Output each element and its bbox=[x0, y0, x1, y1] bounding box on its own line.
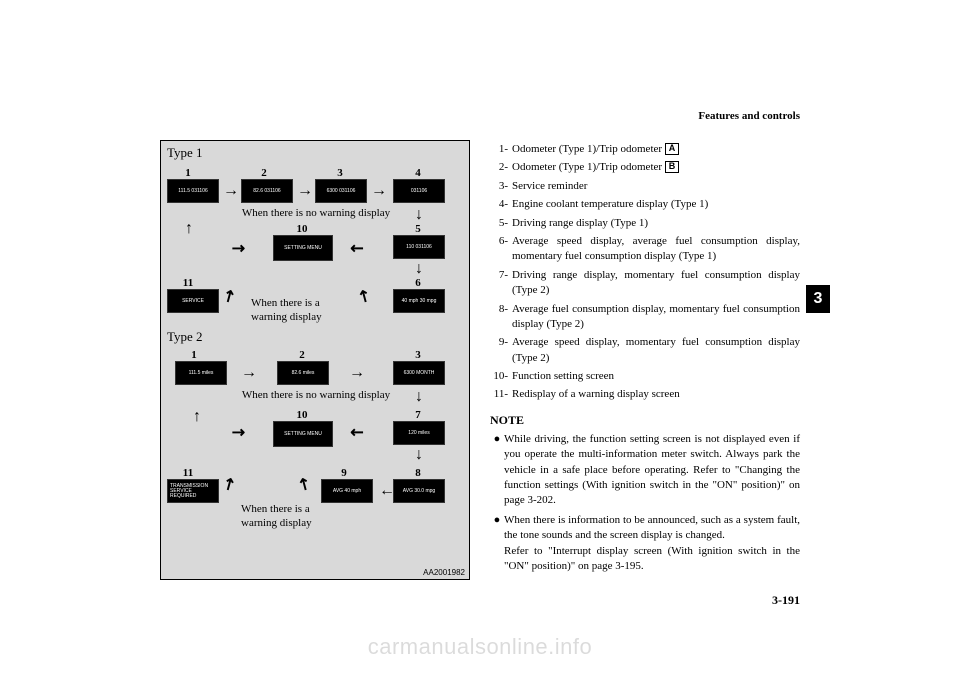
boxed-a-icon: A bbox=[665, 143, 680, 155]
diagram-code: AA2001982 bbox=[423, 568, 465, 577]
arrow-right-icon: → bbox=[241, 365, 257, 381]
caption-warning-t2-b: warning display bbox=[241, 517, 351, 529]
caption-no-warning-t2: When there is no warning display bbox=[231, 389, 401, 401]
note-item: ● When there is information to be announ… bbox=[490, 513, 800, 575]
note-text: While driving, the function setting scre… bbox=[504, 432, 800, 509]
legend-item: 2-Odometer (Type 1)/Trip odometer B bbox=[490, 160, 800, 175]
display-t2-7: 120 miles bbox=[393, 421, 445, 445]
label-t2-10: 10 bbox=[295, 409, 309, 421]
display-t1-3: 6300 031106 bbox=[315, 179, 367, 203]
chapter-tab: 3 bbox=[806, 285, 830, 313]
caption-warning-t1-b: warning display bbox=[251, 311, 361, 323]
arrow-left-icon: ← bbox=[379, 483, 395, 499]
bullet-icon: ● bbox=[490, 513, 504, 575]
diagram-box: Type 1 1 2 3 4 111.5 031106 → 82.6 03110… bbox=[160, 140, 470, 580]
label-t2-8: 8 bbox=[411, 467, 425, 479]
arrow-down-icon: ↓ bbox=[415, 261, 423, 277]
legend-item: 7-Driving range display, momentary fuel … bbox=[490, 268, 800, 299]
label-t1-10: 10 bbox=[295, 223, 309, 235]
note-text: When there is information to be announce… bbox=[504, 513, 800, 575]
legend-item: 11-Redisplay of a warning display screen bbox=[490, 387, 800, 402]
label-t2-3: 3 bbox=[411, 349, 425, 361]
legend-item: 1-Odometer (Type 1)/Trip odometer A bbox=[490, 142, 800, 157]
arrow-diag-icon: ↗ bbox=[227, 423, 248, 444]
bullet-icon: ● bbox=[490, 432, 504, 509]
display-t1-5: 110 031106 bbox=[393, 235, 445, 259]
arrow-right-icon: → bbox=[223, 183, 239, 199]
arrow-right-icon: → bbox=[297, 183, 313, 199]
note-item: ● While driving, the function setting sc… bbox=[490, 432, 800, 509]
arrow-diag-icon: ↗ bbox=[220, 287, 240, 308]
label-t2-9: 9 bbox=[337, 467, 351, 479]
arrow-down-icon: ↓ bbox=[415, 207, 423, 223]
arrow-up-icon: ↑ bbox=[193, 409, 201, 425]
label-t1-4: 4 bbox=[411, 167, 425, 179]
arrow-diag-icon: ↖ bbox=[347, 239, 368, 260]
watermark: carmanualsonline.info bbox=[368, 634, 593, 660]
label-t2-11: 11 bbox=[181, 467, 195, 479]
arrow-up-icon: ↑ bbox=[185, 221, 193, 237]
caption-warning-t2-a: When there is a bbox=[241, 503, 351, 515]
legend-item: 5-Driving range display (Type 1) bbox=[490, 216, 800, 231]
display-t2-8: AVG 30.0 mpg bbox=[393, 479, 445, 503]
label-t1-2: 2 bbox=[257, 167, 271, 179]
display-t2-3: 6300 MONTH bbox=[393, 361, 445, 385]
display-t2-10: SETTING MENU bbox=[273, 421, 333, 447]
label-t2-7: 7 bbox=[411, 409, 425, 421]
note-title: NOTE bbox=[490, 413, 800, 428]
label-t1-1: 1 bbox=[181, 167, 195, 179]
type1-label: Type 1 bbox=[167, 145, 203, 161]
label-t1-11: 11 bbox=[181, 277, 195, 289]
arrow-diag-icon: ↖ bbox=[347, 423, 368, 444]
display-t1-2: 82.6 031106 bbox=[241, 179, 293, 203]
legend-item: 4-Engine coolant temperature display (Ty… bbox=[490, 197, 800, 212]
display-t1-11: SERVICE bbox=[167, 289, 219, 313]
label-t2-2: 2 bbox=[295, 349, 309, 361]
label-t1-5: 5 bbox=[411, 223, 425, 235]
display-t2-2: 82.6 miles bbox=[277, 361, 329, 385]
page-number: 3-191 bbox=[772, 593, 800, 608]
section-header: Features and controls bbox=[698, 110, 800, 122]
label-t1-6: 6 bbox=[411, 277, 425, 289]
arrow-diag-icon: ↖ bbox=[294, 475, 314, 496]
caption-warning-t1-a: When there is a bbox=[251, 297, 361, 309]
display-t1-1: 111.5 031106 bbox=[167, 179, 219, 203]
display-t1-4: 031106 bbox=[393, 179, 445, 203]
legend-item: 9-Average speed display, momentary fuel … bbox=[490, 335, 800, 366]
display-t2-9: AVG 40 mph bbox=[321, 479, 373, 503]
right-column: 1-Odometer (Type 1)/Trip odometer A 2-Od… bbox=[490, 142, 800, 574]
display-t1-10: SETTING MENU bbox=[273, 235, 333, 261]
legend-item: 3-Service reminder bbox=[490, 179, 800, 194]
arrow-diag-icon: ↗ bbox=[220, 475, 240, 496]
note-block: NOTE ● While driving, the function setti… bbox=[490, 413, 800, 575]
display-t1-6: 40 mph 30 mpg bbox=[393, 289, 445, 313]
arrow-down-icon: ↓ bbox=[415, 389, 423, 405]
arrow-right-icon: → bbox=[371, 183, 387, 199]
arrow-diag-icon: ↗ bbox=[227, 239, 248, 260]
caption-no-warning-t1: When there is no warning display bbox=[231, 207, 401, 219]
legend-item: 8-Average fuel consumption display, mome… bbox=[490, 302, 800, 333]
label-t1-3: 3 bbox=[333, 167, 347, 179]
label-t2-1: 1 bbox=[187, 349, 201, 361]
arrow-down-icon: ↓ bbox=[415, 447, 423, 463]
legend-list: 1-Odometer (Type 1)/Trip odometer A 2-Od… bbox=[490, 142, 800, 403]
type2-label: Type 2 bbox=[167, 329, 203, 345]
boxed-b-icon: B bbox=[665, 161, 680, 173]
arrow-right-icon: → bbox=[349, 365, 365, 381]
legend-item: 10-Function setting screen bbox=[490, 369, 800, 384]
display-t2-1: 111.5 miles bbox=[175, 361, 227, 385]
display-t2-11: TRANSMISSION SERVICE REQUIRED bbox=[167, 479, 219, 503]
legend-item: 6-Average speed display, average fuel co… bbox=[490, 234, 800, 265]
